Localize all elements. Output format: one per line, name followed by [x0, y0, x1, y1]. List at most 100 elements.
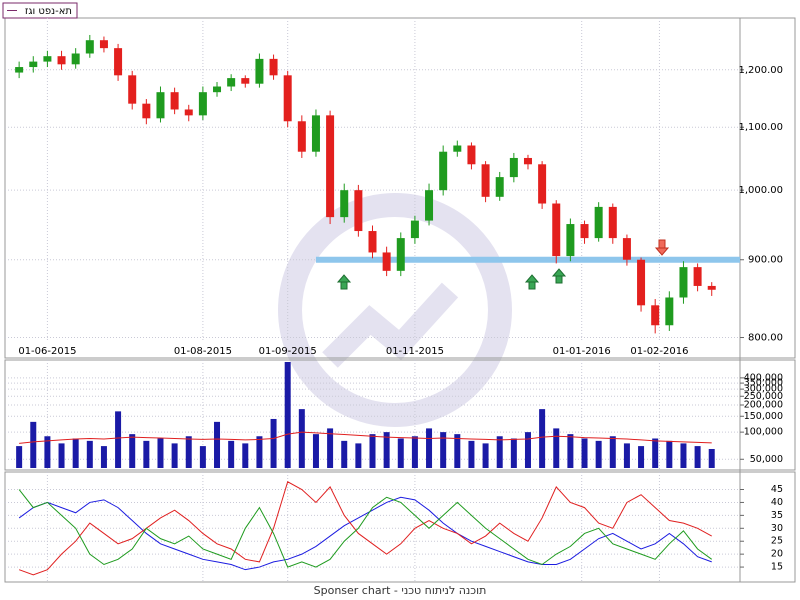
candle-body: [580, 224, 589, 239]
volume-bar: [567, 434, 574, 468]
volume-bar: [312, 434, 319, 468]
candle-body: [594, 206, 603, 239]
candle-body: [608, 206, 617, 239]
candle-body: [467, 145, 476, 165]
candle-body: [213, 86, 222, 93]
candle-body: [99, 40, 108, 49]
volume-bar: [185, 436, 192, 468]
buy-arrow: [336, 274, 352, 290]
plot-layer: 01-06-2015 01-08-2015 01-09-2015 01-11-2015…: [5, 18, 783, 582]
volume-bar: [666, 440, 673, 468]
volume-bar: [369, 434, 376, 468]
price-panel: [4, 17, 796, 359]
volume-bar: [157, 438, 164, 468]
volume-bar: [171, 443, 178, 468]
y-tick-label: 40: [771, 497, 783, 508]
volume-average: [19, 431, 712, 444]
candle-body: [283, 75, 292, 122]
volume-bar: [581, 438, 588, 468]
candle-body: [128, 75, 137, 104]
volume-bar: [199, 446, 206, 468]
volume-bar: [256, 436, 263, 468]
candle-body: [184, 109, 193, 116]
y-tick-label: 25: [771, 536, 783, 547]
candle-body: [425, 190, 434, 221]
indicator-line: [18, 489, 713, 568]
candle-body: [340, 190, 349, 218]
volume-bar: [468, 440, 475, 468]
x-tick-label: 01-11-2015: [386, 346, 444, 357]
y-tick-label: 45: [771, 484, 783, 495]
volume-bar: [242, 443, 249, 468]
candle-body: [43, 56, 52, 62]
candle-body: [495, 177, 504, 197]
candle-body: [410, 220, 419, 239]
candle-body: [439, 151, 448, 191]
candle-body: [198, 92, 207, 116]
candle-body: [538, 164, 547, 204]
x-tick-label: 01-06-2015: [18, 346, 76, 357]
volume-bar: [482, 443, 489, 468]
volume-bar: [72, 438, 79, 468]
volume-bar: [228, 440, 235, 468]
candle-body: [241, 78, 250, 84]
volume-bar: [609, 436, 616, 468]
y-tick-label: 1,200.00: [738, 65, 783, 76]
candle-body: [227, 78, 236, 87]
watermark-arrow: [322, 282, 459, 368]
candle-body: [71, 53, 80, 65]
volume-bar: [397, 438, 404, 468]
volume-bar: [524, 432, 531, 468]
volume-bar: [86, 440, 93, 468]
volume-bar: [355, 443, 362, 468]
candle-body: [665, 297, 674, 326]
watermark: [278, 193, 512, 427]
volume-bar: [341, 440, 348, 468]
volume-bar: [411, 436, 418, 468]
volume-bar: [270, 418, 277, 468]
candle-body: [85, 40, 94, 54]
y-tick-label: 20: [771, 549, 783, 560]
y-tick-label: 100,000: [744, 427, 783, 438]
indicator-line: [18, 481, 712, 576]
candle-body: [368, 231, 377, 253]
candle-body: [651, 305, 660, 326]
candle-body: [311, 115, 320, 152]
y-tick-label: 200,000: [744, 400, 783, 411]
footer: Sponser chart - תוכנה לניתוח טכני: [314, 584, 487, 597]
candle-body: [269, 58, 278, 76]
candle-body: [326, 115, 335, 218]
y-tick-label: 35: [771, 510, 783, 521]
y-tick-label: 350,000: [744, 378, 783, 389]
volume-bar: [284, 362, 291, 468]
candle-body: [622, 238, 631, 260]
volume-bar: [694, 446, 701, 468]
candle-body: [453, 145, 462, 152]
volume-bar: [327, 428, 334, 468]
y-tick-label: 800.00: [748, 333, 783, 344]
volume-bar: [638, 446, 645, 468]
y-tick-label: 15: [771, 562, 783, 573]
candle-body: [637, 259, 646, 306]
volume-bar: [595, 440, 602, 468]
title-box: [2, 2, 78, 19]
volume-bar: [30, 421, 37, 468]
volume-bar: [58, 443, 65, 468]
volume-bar: [426, 428, 433, 468]
volume-bar: [623, 443, 630, 468]
volume-bar: [708, 448, 715, 468]
volume-bar: [454, 434, 461, 468]
x-tick-label: 01-02-2016: [630, 346, 688, 357]
volume-bar: [680, 443, 687, 468]
candle-body: [679, 267, 688, 298]
buy-arrow: [551, 268, 567, 284]
y-tick-label: 30: [771, 523, 783, 534]
volume-bar: [129, 434, 136, 468]
x-tick-label: 01-08-2015: [174, 346, 232, 357]
candle-body: [481, 164, 490, 197]
volume-bar: [510, 438, 517, 468]
indicator-line: [18, 496, 712, 571]
volume-bar: [115, 411, 122, 468]
buy-arrow: [524, 274, 540, 290]
